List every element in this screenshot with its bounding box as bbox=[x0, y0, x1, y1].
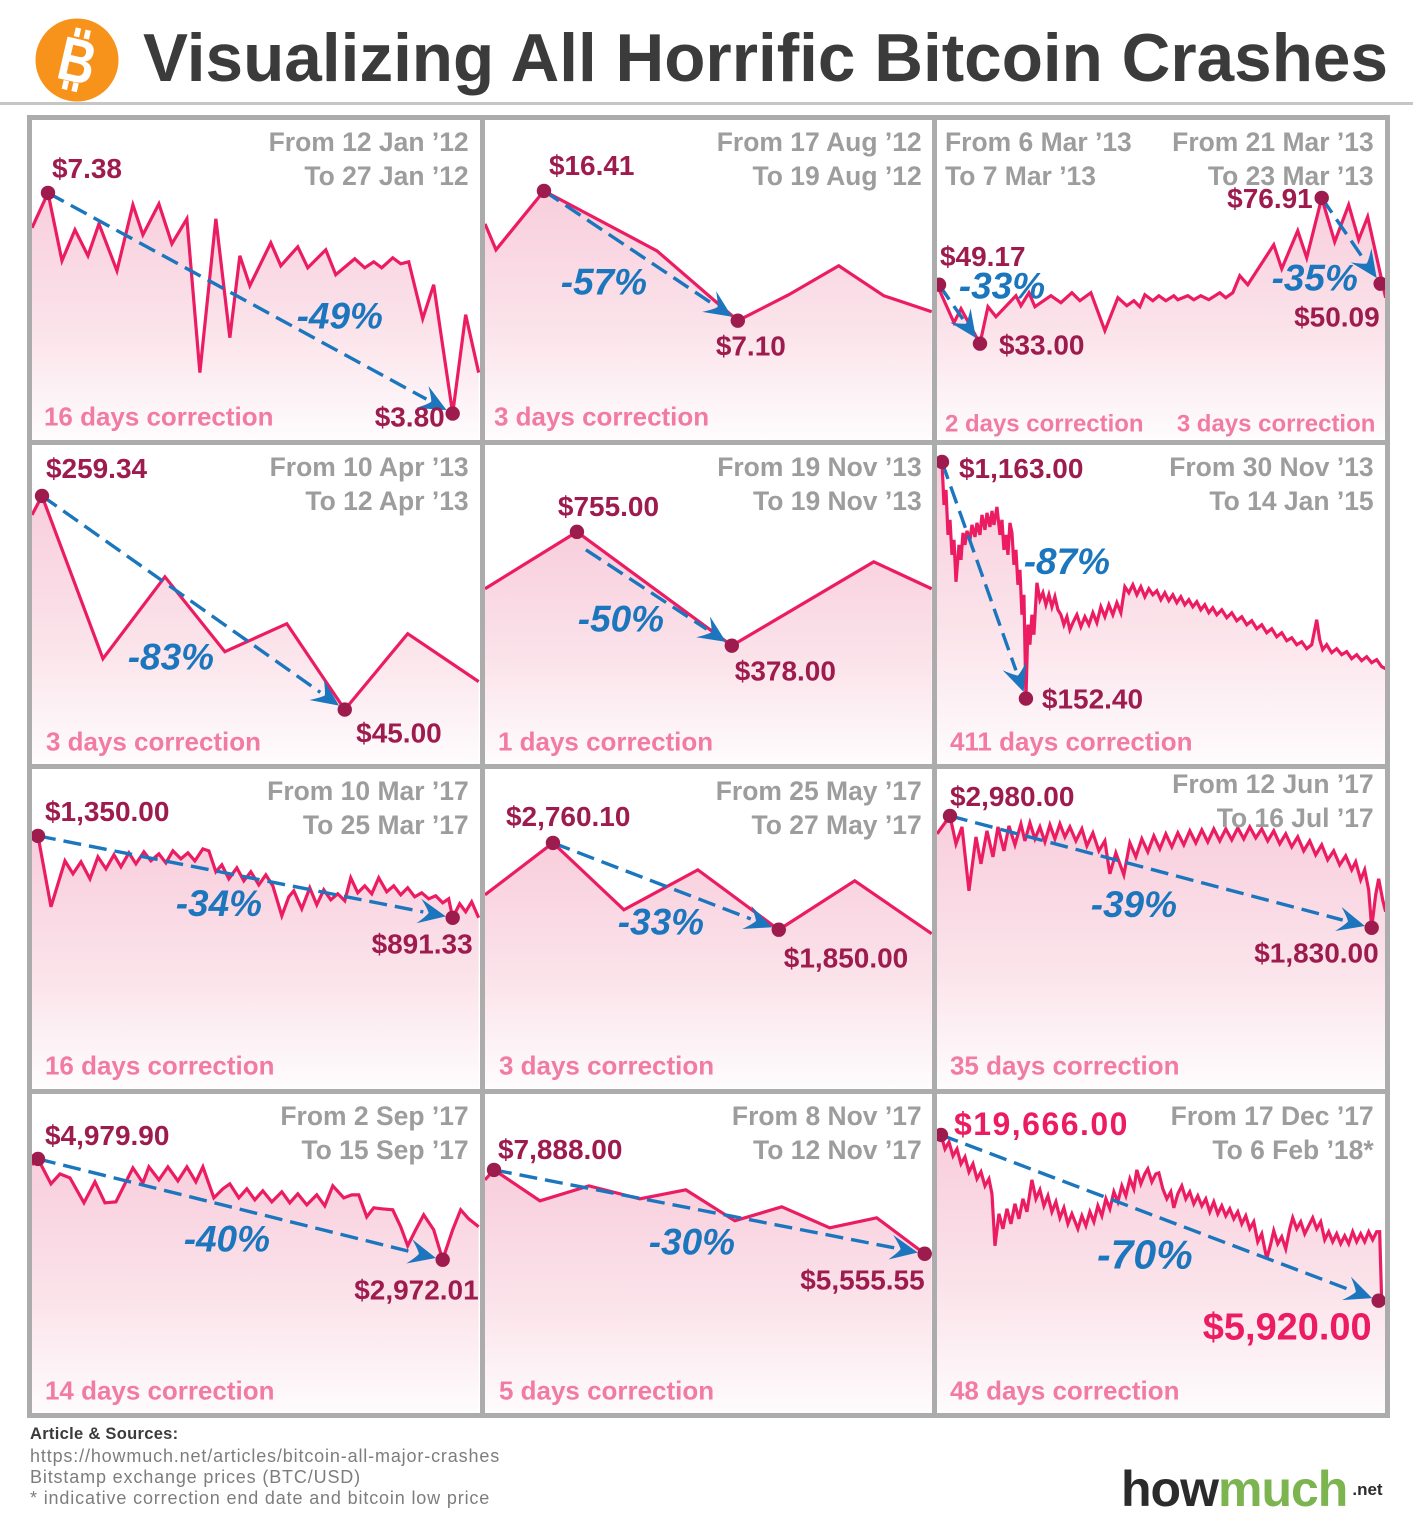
svg-text:-87%: -87% bbox=[1024, 540, 1110, 581]
svg-text:-33%: -33% bbox=[959, 266, 1045, 307]
svg-text:To 6 Feb ’18*: To 6 Feb ’18* bbox=[1213, 1134, 1375, 1164]
svg-text:From 17 Aug ’12: From 17 Aug ’12 bbox=[716, 127, 921, 157]
svg-text:$1,163.00: $1,163.00 bbox=[959, 452, 1083, 483]
svg-text:3 days correction: 3 days correction bbox=[499, 1051, 714, 1081]
svg-text:$152.40: $152.40 bbox=[1042, 683, 1143, 714]
svg-text:14 days correction: 14 days correction bbox=[45, 1375, 274, 1405]
svg-text:-39%: -39% bbox=[1091, 884, 1177, 925]
svg-text:3 days correction: 3 days correction bbox=[1177, 411, 1376, 438]
svg-text:$891.33: $891.33 bbox=[372, 929, 473, 960]
svg-text:To 14 Jan ’15: To 14 Jan ’15 bbox=[1210, 485, 1374, 515]
svg-text:-35%: -35% bbox=[1272, 258, 1358, 299]
svg-text:$1,850.00: $1,850.00 bbox=[783, 943, 907, 974]
svg-text:2 days correction: 2 days correction bbox=[945, 411, 1144, 438]
svg-text:To 7 Mar ’13: To 7 Mar ’13 bbox=[945, 161, 1096, 191]
svg-text:From 10 Apr ’13: From 10 Apr ’13 bbox=[270, 451, 469, 481]
svg-text:$50.09: $50.09 bbox=[1294, 302, 1380, 333]
svg-text:To 19 Nov ’13: To 19 Nov ’13 bbox=[753, 485, 922, 515]
svg-text:$378.00: $378.00 bbox=[734, 655, 835, 686]
svg-text:To 12 Apr ’13: To 12 Apr ’13 bbox=[305, 485, 468, 515]
svg-text:To 27 May ’17: To 27 May ’17 bbox=[751, 810, 921, 840]
svg-text:$5,555.55: $5,555.55 bbox=[800, 1264, 924, 1295]
svg-text:$1,350.00: $1,350.00 bbox=[45, 796, 169, 827]
svg-text:From 19 Nov ’13: From 19 Nov ’13 bbox=[717, 451, 921, 481]
svg-text:$33.00: $33.00 bbox=[999, 330, 1085, 361]
svg-text:35 days correction: 35 days correction bbox=[950, 1051, 1179, 1081]
svg-text:411 days correction: 411 days correction bbox=[950, 726, 1192, 756]
svg-text:-83%: -83% bbox=[128, 636, 214, 677]
svg-text:$76.91: $76.91 bbox=[1228, 183, 1314, 214]
svg-text:3 days correction: 3 days correction bbox=[46, 726, 261, 756]
svg-text:$755.00: $755.00 bbox=[558, 490, 659, 521]
svg-text:$1,830.00: $1,830.00 bbox=[1255, 938, 1379, 969]
svg-text:From 8 Nov ’17: From 8 Nov ’17 bbox=[732, 1100, 922, 1130]
svg-text:1 days correction: 1 days correction bbox=[498, 726, 713, 756]
svg-text:From 10 Mar ’17: From 10 Mar ’17 bbox=[267, 776, 469, 806]
svg-text:To 23 Mar ’13: To 23 Mar ’13 bbox=[1208, 161, 1374, 191]
svg-text:$7,888.00: $7,888.00 bbox=[498, 1133, 622, 1164]
svg-text:To 27 Jan ’12: To 27 Jan ’12 bbox=[304, 161, 468, 191]
svg-text:-70%: -70% bbox=[1097, 1231, 1193, 1277]
svg-text:$16.41: $16.41 bbox=[549, 150, 635, 181]
svg-text:$2,760.10: $2,760.10 bbox=[506, 801, 630, 832]
svg-text:$45.00: $45.00 bbox=[356, 717, 442, 748]
svg-text:$5,920.00: $5,920.00 bbox=[1203, 1306, 1372, 1348]
svg-text:$19,666.00: $19,666.00 bbox=[954, 1105, 1129, 1141]
svg-text:From 6 Mar ’13: From 6 Mar ’13 bbox=[945, 127, 1132, 157]
svg-text:$4,979.90: $4,979.90 bbox=[45, 1119, 169, 1150]
svg-text:16 days correction: 16 days correction bbox=[44, 402, 273, 432]
svg-text:To 15 Sep ’17: To 15 Sep ’17 bbox=[301, 1134, 468, 1164]
svg-text:16 days correction: 16 days correction bbox=[45, 1051, 274, 1081]
svg-text:From 21 Mar ’13: From 21 Mar ’13 bbox=[1172, 127, 1374, 157]
svg-text:$7.38: $7.38 bbox=[52, 153, 122, 184]
svg-text:-50%: -50% bbox=[577, 598, 663, 639]
svg-text:From 25 May ’17: From 25 May ’17 bbox=[715, 776, 921, 806]
svg-text:To 19 Aug ’12: To 19 Aug ’12 bbox=[752, 161, 921, 191]
svg-text:-57%: -57% bbox=[560, 262, 646, 303]
svg-text:$7.10: $7.10 bbox=[715, 331, 785, 362]
svg-text:To 25 Mar ’17: To 25 Mar ’17 bbox=[303, 810, 469, 840]
svg-text:From 17 Dec ’17: From 17 Dec ’17 bbox=[1171, 1100, 1374, 1130]
svg-text:To 12 Nov ’17: To 12 Nov ’17 bbox=[753, 1134, 922, 1164]
svg-text:$3.80: $3.80 bbox=[375, 402, 445, 433]
svg-text:3 days correction: 3 days correction bbox=[494, 402, 709, 432]
svg-text:-30%: -30% bbox=[648, 1221, 734, 1262]
svg-text:$49.17: $49.17 bbox=[940, 241, 1026, 272]
svg-text:-34%: -34% bbox=[176, 883, 262, 924]
svg-text:$259.34: $259.34 bbox=[46, 452, 148, 483]
svg-text:$2,980.00: $2,980.00 bbox=[950, 781, 1074, 812]
svg-text:5 days correction: 5 days correction bbox=[499, 1375, 714, 1405]
svg-text:From 12 Jun ’17: From 12 Jun ’17 bbox=[1172, 769, 1374, 799]
svg-text:To 16 Jul ’17: To 16 Jul ’17 bbox=[1217, 803, 1374, 833]
svg-text:From 30 Nov ’13: From 30 Nov ’13 bbox=[1170, 451, 1374, 481]
svg-text:From 12 Jan ’12: From 12 Jan ’12 bbox=[269, 127, 469, 157]
svg-text:-49%: -49% bbox=[297, 296, 383, 337]
svg-text:$2,972.01: $2,972.01 bbox=[354, 1274, 478, 1305]
svg-text:48 days correction: 48 days correction bbox=[950, 1375, 1179, 1405]
svg-text:-33%: -33% bbox=[617, 902, 703, 943]
svg-text:From 2 Sep ’17: From 2 Sep ’17 bbox=[280, 1100, 468, 1130]
svg-text:-40%: -40% bbox=[184, 1218, 270, 1259]
